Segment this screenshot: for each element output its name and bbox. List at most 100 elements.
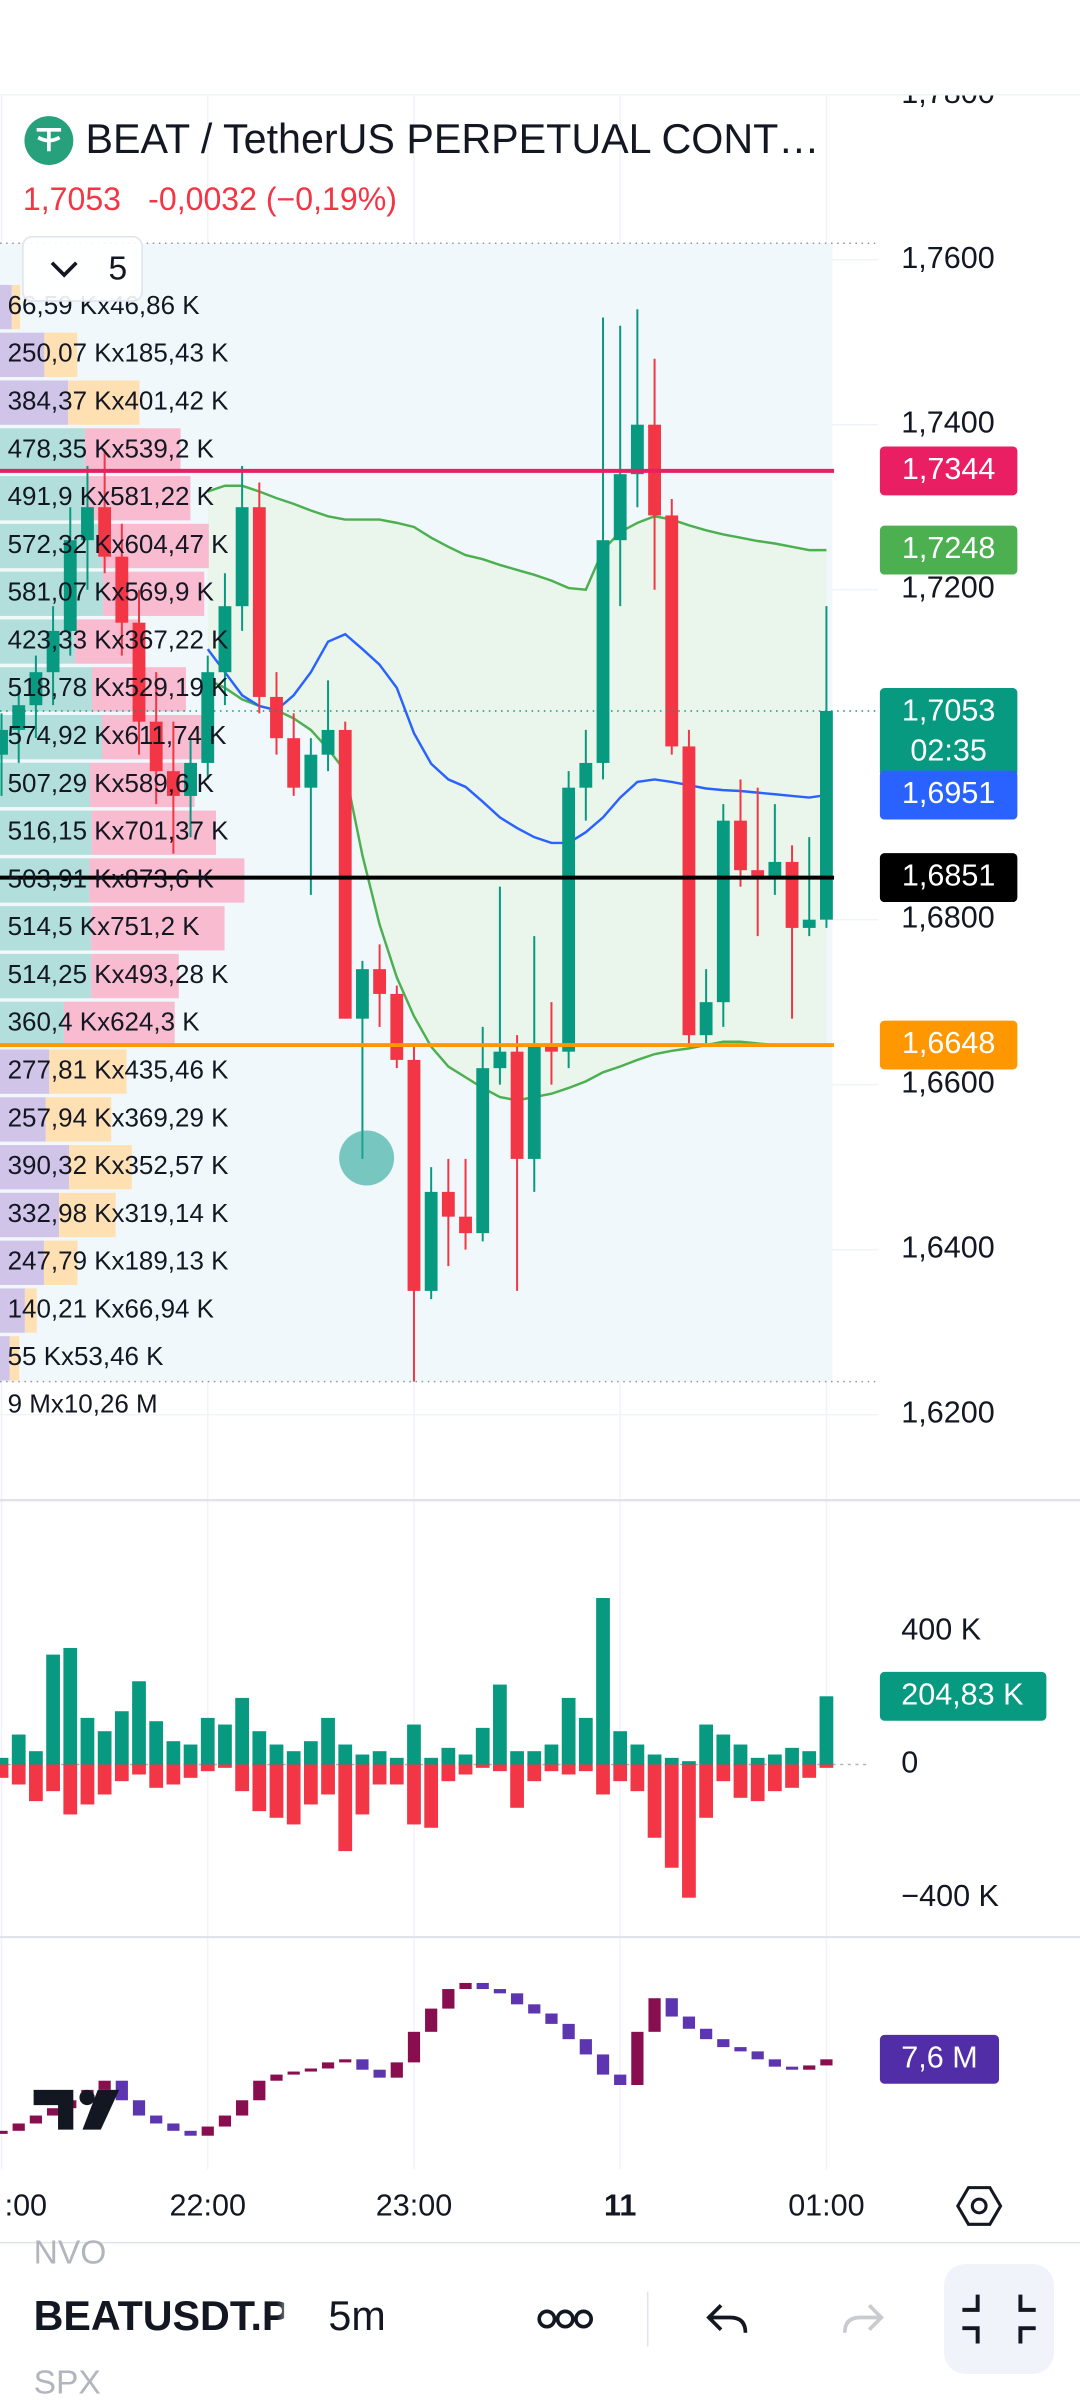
price-tag-label: 1,7053 [902,694,995,728]
volume-bar [424,1757,439,1765]
volume-bar [97,1764,112,1795]
profile-row-label: 478,35 Kx539,2 K [8,433,215,463]
symbol-title: BEAT / TetherUS PERPETUAL CONT… [86,116,820,162]
profile-sell-bar [91,906,225,951]
redo-button[interactable] [842,2303,885,2333]
volume-bar [458,1754,473,1765]
profile-row-label: 574,92 Kx611,74 K [8,720,228,750]
volume-bar [647,1764,662,1838]
interval-label[interactable]: 5 [108,250,127,287]
cvd-bar [270,2074,283,2081]
candle-body [579,762,593,788]
volume-bar [338,1764,353,1852]
profile-buy-bar [0,1288,25,1333]
cvd-tag [879,2034,1000,2084]
time-axis: :00 22:00 23:00 11 01:00 [5,2189,865,2223]
volume-bar [183,1764,198,1778]
volume-bar [355,1764,370,1815]
volume-bar [578,1717,593,1765]
candle-body [115,556,129,623]
volume-bar [114,1764,129,1782]
volume-bar [303,1764,318,1805]
volume-bar [46,1654,60,1765]
symbol-icon-glyph [36,128,62,152]
volume-bar [596,1764,610,1795]
profile-row-label: 491,9 Kx581,22 K [8,481,215,511]
profile-buy-bar [0,1001,64,1047]
profile-sell-bar [91,810,217,855]
y-tick-label: 1,6400 [901,1231,994,1265]
profile-buy-bar [0,762,91,808]
settings-button[interactable] [956,2186,1003,2226]
watchlist-next[interactable]: SPX [34,2365,101,2400]
profile-sell-bar [63,1001,175,1047]
volume-bar [183,1744,198,1765]
volume-tag [879,1671,1047,1721]
volume-bar [767,1754,782,1765]
cvd-bar [218,2115,232,2127]
fullscreen-exit-button[interactable] [944,2264,1055,2375]
price-tag-label: 1,7248 [902,531,995,565]
undo-button[interactable] [706,2303,748,2333]
candle-body [424,1191,438,1291]
cvd-bar [12,2123,25,2131]
y-tick-label: 1,7200 [901,571,994,605]
volume-bar [630,1764,645,1792]
price-axis: 1,78001,76001,74001,72001,68001,66001,64… [879,76,1047,2084]
x-tick-label: 11 [604,2189,636,2223]
candle-body [768,861,782,879]
x-tick-label: 01:00 [788,2189,864,2223]
watchlist-prev[interactable]: NVO [34,2235,107,2272]
volume-bar [269,1744,284,1765]
cvd-bar [820,2059,833,2066]
volume-tick-label: −400 K [901,1879,999,1913]
cvd-bar [493,1989,507,1994]
volume-bar [561,1764,576,1775]
volume-bar [372,1764,387,1785]
volume-bar [407,1724,421,1765]
candle-body [716,820,730,1003]
candle-body [0,729,8,755]
profile-buy-bar [0,619,76,664]
volume-bar [218,1764,232,1768]
profile-buy-bar [0,1336,10,1381]
volume-bar [475,1764,490,1768]
indicator-line [206,632,827,845]
y-tick-label: 1,7600 [901,241,994,275]
volume-bar [372,1751,387,1765]
price-tag [879,688,1018,777]
cvd-bar [528,2004,541,2014]
profile-row-label: 277,81 Kx435,46 K [8,1055,229,1085]
volume-bar [286,1764,301,1825]
volume-bar [527,1751,542,1765]
candle-body [98,507,112,557]
candle-body [166,771,180,796]
volume-tick-label: 400 K [901,1612,981,1646]
volume-bar [785,1764,799,1788]
candle-body [29,672,43,706]
profile-sell-bar [49,1049,127,1094]
price-change: -0,0032 (−0,19%) [148,181,397,217]
cvd-bar [150,2115,163,2124]
candle-body [218,606,232,673]
volume-bar [441,1747,456,1765]
profile-sell-bar [84,428,181,473]
profile-sell-bar [69,1145,132,1190]
cvd-bar [46,2108,60,2116]
volume-bar [544,1744,559,1765]
price-tag-label: 1,6648 [902,1026,995,1060]
volume-bar [407,1764,421,1825]
volume-bar [80,1717,95,1765]
profile-buy-bar [0,810,92,855]
cvd-bar [167,2123,180,2131]
indicators-button[interactable] [537,2309,594,2329]
volume-bar [750,1764,765,1802]
profile-row-label: 332,98 Kx319,14 K [8,1198,229,1228]
volume-bar [613,1731,628,1765]
interval-button[interactable] [22,236,143,302]
volume-bar [767,1764,782,1792]
interval-picker[interactable]: 5m [328,2293,385,2339]
candle-body [459,1216,472,1234]
volume-bar [389,1757,404,1765]
